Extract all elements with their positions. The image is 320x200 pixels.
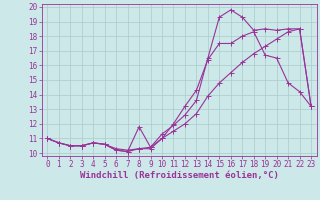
X-axis label: Windchill (Refroidissement éolien,°C): Windchill (Refroidissement éolien,°C)	[80, 171, 279, 180]
